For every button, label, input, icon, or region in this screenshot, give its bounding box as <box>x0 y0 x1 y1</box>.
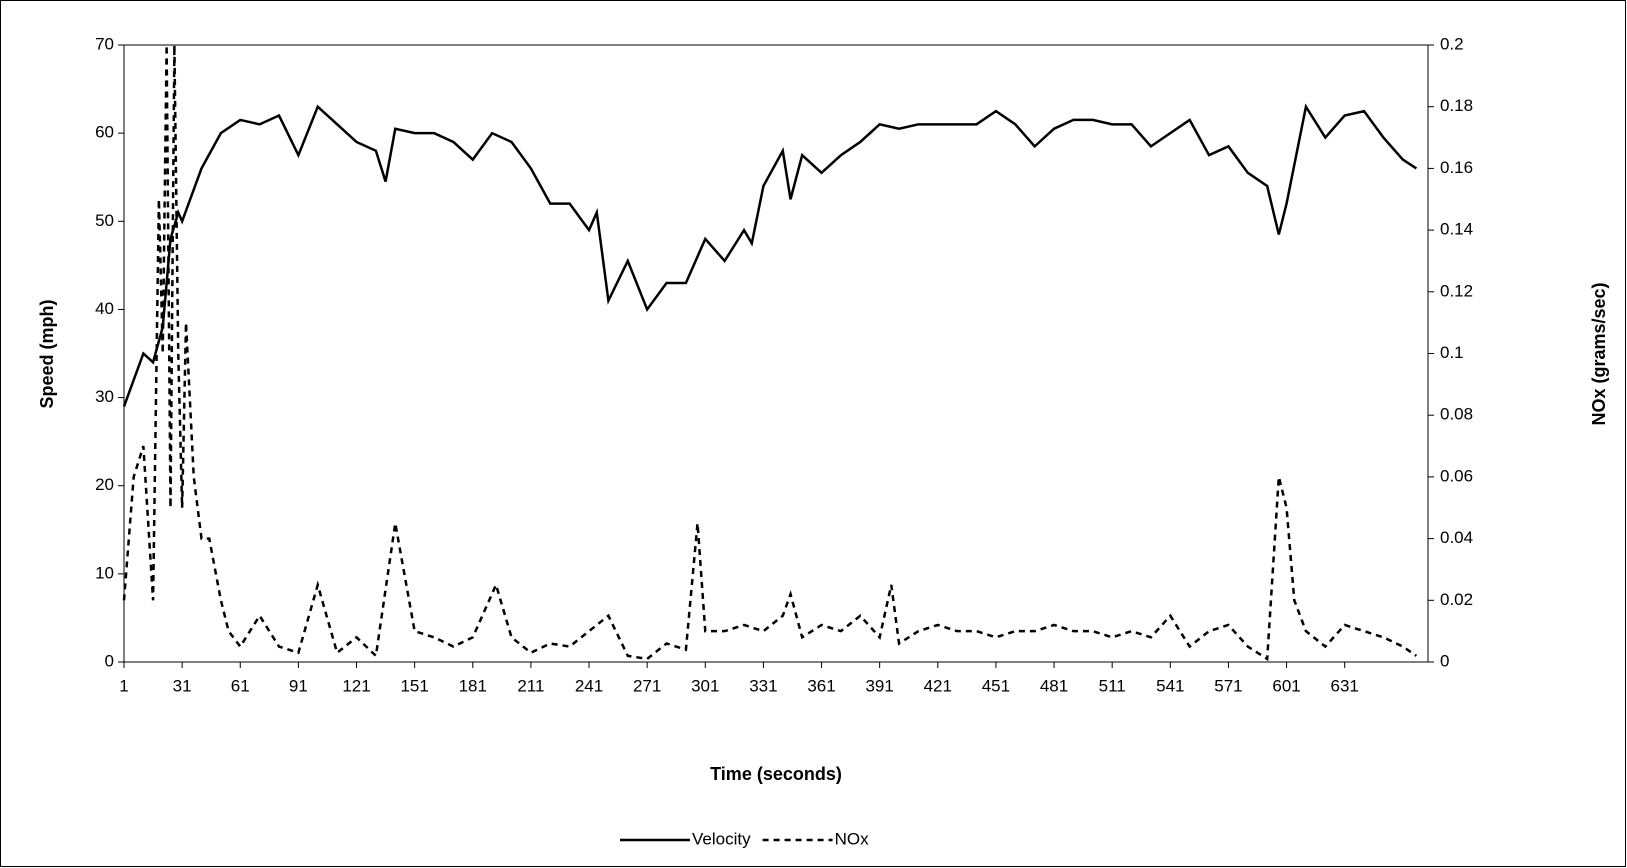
y-tick-label: 50 <box>95 211 114 230</box>
x-tick-label: 361 <box>807 676 835 695</box>
x-tick-label: 1 <box>119 676 128 695</box>
y-tick-label: 20 <box>95 475 114 494</box>
y2-tick-label: 0.16 <box>1440 158 1473 177</box>
y2-axis-title: NOx (grams/sec) <box>1589 282 1609 425</box>
x-tick-label: 631 <box>1330 676 1358 695</box>
y-tick-label: 40 <box>95 299 114 318</box>
y2-tick-label: 0.08 <box>1440 405 1473 424</box>
x-tick-label: 301 <box>691 676 719 695</box>
x-tick-label: 61 <box>231 676 250 695</box>
x-tick-label: 601 <box>1272 676 1300 695</box>
y2-tick-label: 0.2 <box>1440 34 1464 53</box>
y-tick-label: 30 <box>95 387 114 406</box>
y-tick-label: 10 <box>95 563 114 582</box>
y2-tick-label: 0.1 <box>1440 343 1464 362</box>
x-tick-label: 571 <box>1214 676 1242 695</box>
legend-label: Velocity <box>692 829 751 848</box>
x-tick-label: 481 <box>1040 676 1068 695</box>
x-tick-label: 391 <box>865 676 893 695</box>
y2-tick-label: 0.18 <box>1440 96 1473 115</box>
y-tick-label: 70 <box>95 34 114 53</box>
y2-tick-label: 0 <box>1440 651 1449 670</box>
x-tick-label: 241 <box>575 676 603 695</box>
x-tick-label: 31 <box>173 676 192 695</box>
x-tick-label: 421 <box>924 676 952 695</box>
y-tick-label: 0 <box>105 651 114 670</box>
x-tick-label: 151 <box>400 676 428 695</box>
y2-tick-label: 0.02 <box>1440 590 1473 609</box>
x-axis-title: Time (seconds) <box>710 764 842 784</box>
x-tick-label: 541 <box>1156 676 1184 695</box>
y-tick-label: 60 <box>95 123 114 142</box>
x-tick-label: 91 <box>289 676 308 695</box>
x-tick-label: 181 <box>459 676 487 695</box>
x-tick-label: 331 <box>749 676 777 695</box>
y2-tick-label: 0.12 <box>1440 281 1473 300</box>
y-axis-title: Speed (mph) <box>37 299 57 408</box>
y2-tick-label: 0.14 <box>1440 220 1473 239</box>
series-line <box>122 103 1418 407</box>
y2-tick-label: 0.04 <box>1440 528 1473 547</box>
y2-tick-label: 0.06 <box>1440 466 1473 485</box>
x-tick-label: 271 <box>633 676 661 695</box>
series-line <box>122 44 1418 662</box>
x-tick-label: 511 <box>1099 676 1126 695</box>
x-tick-label: 121 <box>342 676 370 695</box>
x-tick-label: 451 <box>982 676 1010 695</box>
legend-label: NOx <box>835 829 870 848</box>
x-tick-label: 211 <box>517 676 544 695</box>
